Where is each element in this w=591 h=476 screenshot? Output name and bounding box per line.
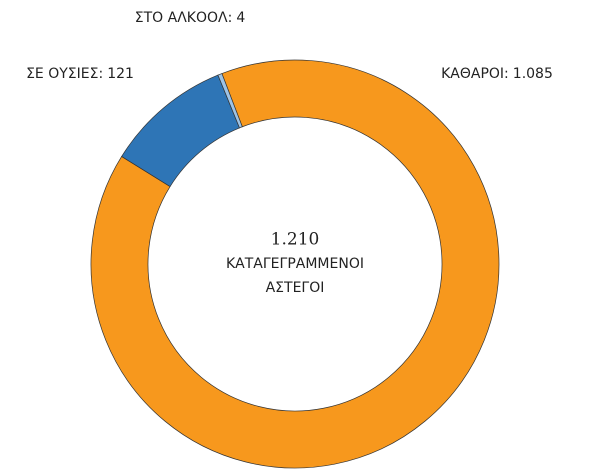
slice-category: ΣΤΟ ΑΛΚΟΟΛ: xyxy=(135,10,233,26)
donut-slice xyxy=(90,59,500,469)
slice-category: ΣΕ ΟΥΣΙΕΣ: xyxy=(26,66,103,82)
slice-value: 4 xyxy=(236,10,245,26)
slice-label: ΣΤΟ ΑΛΚΟΟΛ: 4 xyxy=(135,10,246,26)
slice-label: ΣΕ ΟΥΣΙΕΣ: 121 xyxy=(26,66,134,82)
center-label: ΚΑΤΑΓΕΓΡΑΜΜΕΝΟΙ xyxy=(226,256,364,272)
slice-category: ΚΑΘΑΡΟΙ: xyxy=(441,66,509,82)
center-total: 1.210 xyxy=(271,230,320,250)
center-label: ΑΣΤΕΓΟΙ xyxy=(266,280,325,296)
donut-slice xyxy=(217,73,243,129)
slice-value: 1.085 xyxy=(513,66,553,82)
slice-label: ΚΑΘΑΡΟΙ: 1.085 xyxy=(441,66,553,82)
slice-value: 121 xyxy=(107,66,134,82)
